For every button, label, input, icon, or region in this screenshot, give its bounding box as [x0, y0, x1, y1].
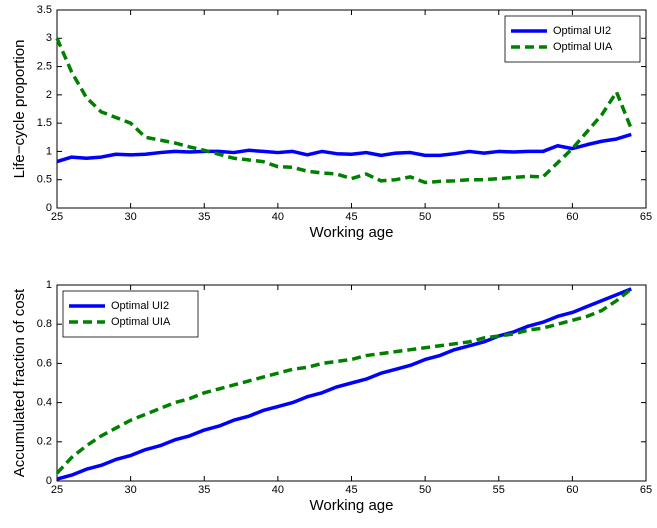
legend-label: Optimal UIA: [553, 41, 613, 53]
x-axis-label: Working age: [310, 497, 394, 514]
x-tick-label: 50: [419, 484, 431, 496]
data-line: [56, 132, 632, 164]
y-tick-label: 0.4: [37, 397, 52, 409]
data-line: [55, 37, 633, 185]
legend-label: Optimal UI2: [111, 300, 169, 312]
x-tick-label: 25: [51, 484, 63, 496]
y-tick-label: 2: [46, 89, 52, 101]
x-tick-label: 40: [272, 211, 284, 223]
y-tick-label: 0: [46, 475, 52, 487]
y-tick-label: 1.5: [37, 117, 52, 129]
x-tick-label: 35: [198, 484, 210, 496]
legend-box: [62, 290, 199, 338]
x-tick-label: 45: [345, 484, 357, 496]
y-axis-label: Accumulated fraction of cost: [11, 288, 28, 477]
data-line: [55, 287, 633, 475]
x-axis-label: Working age: [310, 224, 394, 241]
y-tick-label: 1: [46, 145, 52, 157]
x-tick-label: 50: [419, 211, 431, 223]
y-tick-label: 3: [46, 32, 52, 44]
x-tick-label: 60: [566, 211, 578, 223]
y-tick-label: 1: [46, 279, 52, 291]
x-tick-label: 30: [125, 484, 137, 496]
x-tick-label: 55: [493, 484, 505, 496]
x-tick-label: 45: [345, 211, 357, 223]
y-tick-label: 2.5: [37, 60, 52, 72]
x-tick-label: 65: [640, 484, 652, 496]
x-tick-label: 40: [272, 484, 284, 496]
legend-label: Optimal UI2: [553, 25, 611, 37]
y-axis-label: Life−cycle proportion: [11, 40, 28, 179]
x-tick-label: 65: [640, 211, 652, 223]
y-tick-label: 3.5: [37, 4, 52, 16]
x-tick-label: 35: [198, 211, 210, 223]
y-tick-label: 0.6: [37, 357, 52, 369]
data-line: [56, 287, 632, 481]
x-tick-label: 30: [125, 211, 137, 223]
x-tick-label: 55: [493, 211, 505, 223]
legend-label: Optimal UIA: [111, 316, 171, 328]
y-tick-label: 0: [46, 202, 52, 214]
y-tick-label: 0.2: [37, 436, 52, 448]
y-tick-label: 0.5: [37, 174, 52, 186]
x-tick-label: 25: [51, 211, 63, 223]
y-tick-label: 0.8: [37, 318, 52, 330]
legend-box: [504, 15, 641, 63]
x-tick-label: 60: [566, 484, 578, 496]
